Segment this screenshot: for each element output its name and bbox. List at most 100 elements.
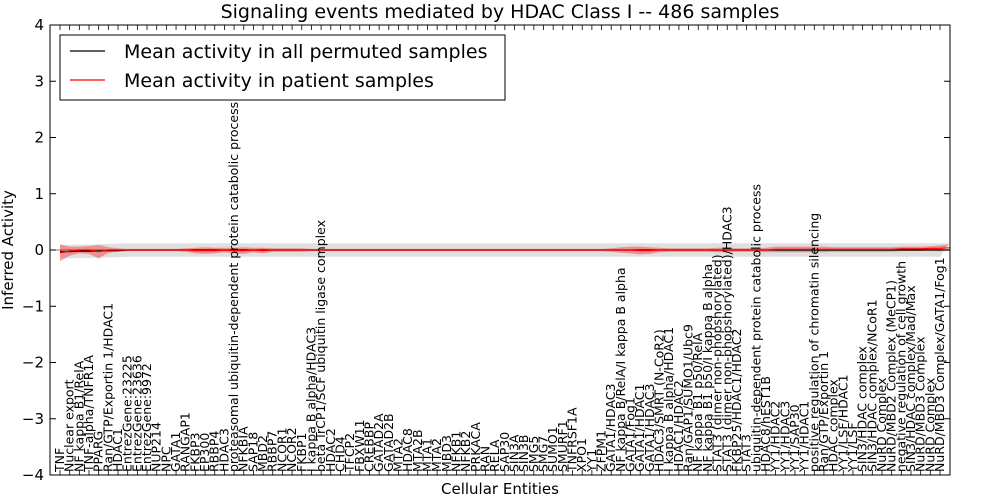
category-label: YY1/LSF/HDAC1	[835, 374, 850, 473]
category-label: TNF	[52, 448, 67, 473]
category-label: YY1	[584, 449, 599, 473]
category-label: PPARG	[91, 431, 106, 472]
category-label: GATAD2A	[371, 413, 386, 472]
category-label: HDAC complex	[826, 379, 841, 472]
category-label: EntrezGene:23225	[120, 355, 135, 472]
category-label: NuRD/MBD3 Complex/GATA1/Fog1	[932, 257, 947, 472]
category-label: SIN3/HDAC complex/Mad/Max	[903, 285, 918, 472]
y-tick-label: −4	[22, 466, 44, 484]
category-label: YY1/LSF	[845, 422, 860, 473]
category-label: MTA2B	[410, 429, 425, 472]
category-label: Ran/GTP/Exportin 1	[816, 351, 831, 472]
category-label: STAT3 (dimer non-phopshorylated)	[710, 254, 725, 472]
category-label: RBBP4	[207, 431, 222, 472]
legend-label-permuted: Mean activity in all permuted samples	[124, 41, 487, 63]
category-label: RANGAP1	[178, 412, 193, 472]
category-label: NPC	[158, 446, 173, 472]
category-label: Ran/GTP/Exportin 1/HDAC1	[100, 303, 115, 472]
category-label: FKBP3	[187, 433, 202, 472]
category-label: MBD3	[439, 435, 454, 472]
category-label: NUP214	[149, 422, 164, 472]
category-label: YY1/HDAC2	[768, 401, 783, 473]
y-tick-label: −2	[22, 354, 44, 372]
category-label: SAP30	[497, 432, 512, 472]
y-tick-label: 4	[34, 16, 44, 34]
band-permuted	[60, 243, 950, 259]
category-label: TNF-alpha/TNFR1A	[81, 355, 96, 473]
category-label: negative regulation of cell growth	[893, 261, 908, 472]
category-label: SMG5	[526, 436, 541, 472]
category-label: FKBP1	[294, 433, 309, 472]
category-label: ubiquitin-dependent protein catabolic pr…	[748, 184, 763, 472]
x-axis-label: Cellular Entities	[441, 480, 559, 498]
category-label: positive regulation of chromatin silenci…	[806, 213, 821, 472]
category-label: NCOR1	[274, 427, 289, 472]
category-label: I kappa B alpha/HDAC1	[661, 327, 676, 472]
y-axis-label: Inferred Activity	[0, 190, 17, 310]
category-label: RAN	[478, 446, 493, 472]
category-label: STAT3 (dimer non-phopshorylated)/HDAC3	[719, 206, 734, 472]
category-label: GATA1/HDAC3	[642, 384, 657, 472]
category-label: NFKB2	[458, 431, 473, 472]
band-patient	[60, 244, 950, 262]
category-label: TFCP2	[342, 433, 357, 473]
category-label: HDAC3/SMRT (N-CoR2)	[652, 329, 667, 472]
category-label: STAT3	[739, 434, 754, 472]
category-label: beta TrCP1/SCF ubiquitin ligase complex	[313, 220, 328, 472]
category-label: NF kappa B/RelA/I kappa B alpha	[613, 267, 628, 472]
category-label: EntrezGene:23636	[129, 355, 144, 472]
category-label: HDAC8/hEST1B	[758, 376, 773, 472]
category-label: RELA	[487, 439, 502, 472]
category-label: SAP18	[245, 432, 260, 472]
category-label: NFKB1	[449, 431, 464, 472]
category-label: PRKACA	[468, 422, 483, 472]
category-label: MTA2	[391, 438, 406, 472]
category-label: SMURF1	[555, 420, 570, 472]
category-label: MTA2	[429, 438, 444, 472]
category-label: HDAC2	[323, 428, 338, 472]
category-label: Nuclear export	[62, 379, 77, 472]
category-label: SMG7	[536, 436, 551, 472]
category-label: GATAD2B	[381, 413, 396, 472]
category-label: GATA1	[168, 432, 183, 472]
category-label: NFKBIA	[236, 426, 251, 472]
legend-label-patient: Mean activity in patient samples	[124, 70, 434, 92]
category-label: SIN3A	[507, 434, 522, 472]
category-label: SUMO1	[545, 426, 560, 472]
category-label: GATA1/HDAC1	[632, 384, 647, 472]
chart-title: Signaling events mediated by HDAC Class …	[221, 1, 780, 23]
category-label: CREBBP	[362, 422, 377, 472]
legend-box	[59, 34, 506, 101]
category-label: HDAC3	[216, 428, 231, 472]
category-label: SIN3/HDAC complex	[855, 346, 870, 472]
category-label: NF kappa B1 p50/I kappa B alpha	[700, 264, 715, 472]
y-tick-label: −1	[22, 297, 44, 315]
category-label: NCOR2	[284, 427, 299, 472]
y-tick-label: 2	[34, 129, 44, 147]
category-label: NF kappa B1 p50/RelA	[690, 332, 705, 472]
category-label: XPO1	[574, 438, 589, 472]
category-label: EP300	[197, 433, 212, 472]
category-label: NuRD/MBD2 Complex (MeCP1)	[884, 280, 899, 472]
category-label: YY1/HDAC3	[777, 401, 792, 473]
category-label: CHD4	[332, 436, 347, 472]
y-tick-label: 3	[34, 72, 44, 90]
legend: Mean activity in all permuted samples Me…	[59, 34, 506, 101]
category-label: SIN3/HDAC complex/NCoR1	[864, 299, 879, 472]
category-label: Ran/GAP1/SUMO1/Ubc9	[681, 324, 696, 472]
category-label: NF kappa B1/RelA	[71, 360, 86, 472]
category-label: HDAC8	[400, 428, 415, 472]
category-label: SIN3B	[516, 435, 531, 473]
category-label: NuRD/MBD3 Complex	[913, 336, 928, 472]
category-label: NuRD Complex	[874, 378, 889, 472]
y-tick-label: 0	[34, 241, 44, 259]
y-tick-label: 1	[34, 185, 44, 203]
y-tick-labels: −4 −3 −2 −1 0 1 2 3 4	[22, 16, 950, 484]
category-label: GATA1/HDAC3	[603, 384, 618, 472]
category-label: NuRD Complex	[922, 378, 937, 472]
category-label: ZFPM1	[594, 430, 609, 472]
category-label: TNFRSF1A	[565, 407, 580, 473]
category-label: YY1/HDAC1	[797, 401, 812, 473]
